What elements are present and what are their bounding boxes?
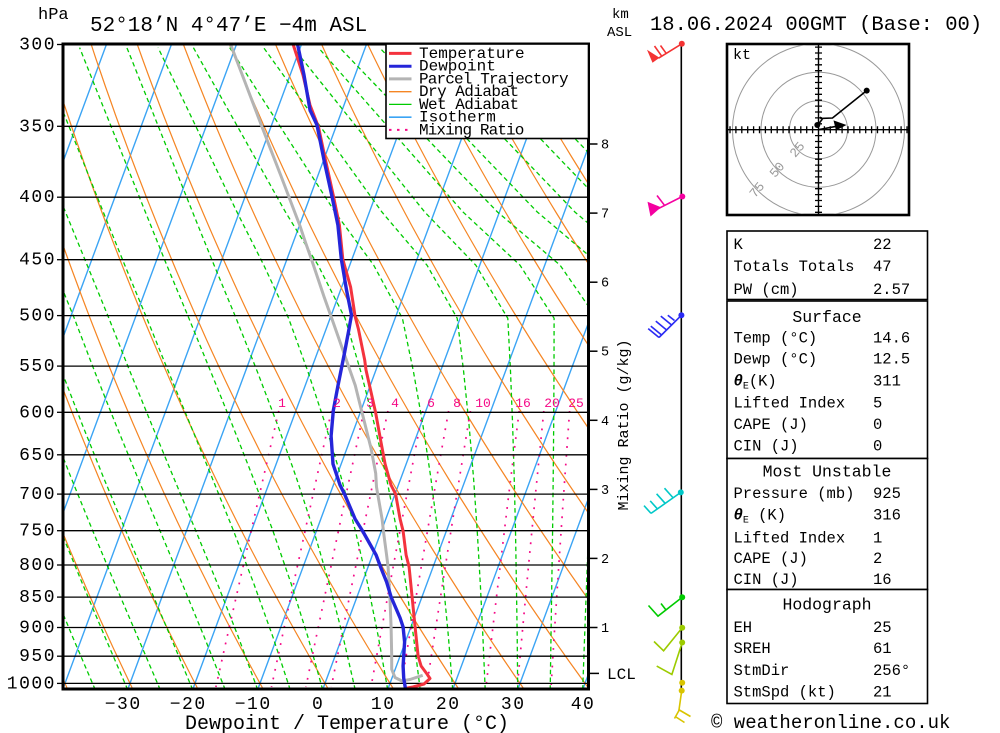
svg-text:5: 5	[873, 395, 882, 413]
svg-text:1: 1	[278, 396, 286, 411]
svg-text:700: 700	[19, 485, 56, 505]
svg-text:750: 750	[19, 522, 56, 542]
svg-text:Pressure (mb): Pressure (mb)	[734, 485, 855, 503]
svg-text:StmDir: StmDir	[734, 662, 790, 680]
svg-text:4: 4	[601, 415, 609, 430]
svg-text:20: 20	[544, 396, 560, 411]
svg-text:Lifted Index: Lifted Index	[734, 530, 846, 548]
svg-text:StmSpd (kt): StmSpd (kt)	[734, 684, 836, 702]
svg-text:Mixing Ratio (g/kg): Mixing Ratio (g/kg)	[616, 339, 633, 510]
svg-text:Dry Adiabat: Dry Adiabat	[419, 83, 519, 101]
svg-text:Totals Totals: Totals Totals	[734, 258, 855, 276]
svg-text:850: 850	[19, 588, 56, 608]
svg-text:4: 4	[391, 396, 399, 411]
svg-text:θE (K): θE (K)	[734, 507, 787, 527]
svg-text:30: 30	[501, 695, 526, 715]
svg-text:2: 2	[601, 553, 609, 568]
svg-text:7: 7	[601, 208, 609, 223]
svg-text:CAPE (J): CAPE (J)	[734, 416, 808, 434]
svg-text:PW (cm): PW (cm)	[734, 281, 799, 299]
svg-text:Dewp (°C): Dewp (°C)	[734, 351, 818, 369]
svg-text:350: 350	[19, 117, 56, 137]
svg-text:316: 316	[873, 507, 901, 525]
svg-text:2.57: 2.57	[873, 281, 910, 299]
svg-text:Dewpoint / Temperature (°C): Dewpoint / Temperature (°C)	[185, 713, 509, 733]
svg-text:kt: kt	[733, 47, 751, 64]
svg-text:CIN (J): CIN (J)	[734, 571, 799, 589]
svg-text:3: 3	[366, 396, 374, 411]
svg-text:1: 1	[873, 530, 882, 548]
svg-text:8: 8	[453, 396, 461, 411]
svg-text:Dewpoint: Dewpoint	[419, 58, 496, 76]
svg-text:2: 2	[873, 550, 882, 568]
svg-text:800: 800	[19, 556, 56, 576]
svg-text:950: 950	[19, 647, 56, 667]
svg-text:Wet Adiabat: Wet Adiabat	[419, 96, 519, 114]
svg-text:Temp (°C): Temp (°C)	[734, 330, 818, 348]
svg-text:CIN (J): CIN (J)	[734, 438, 799, 456]
svg-text:hPa: hPa	[38, 6, 69, 25]
svg-text:0: 0	[873, 416, 882, 434]
svg-text:0: 0	[873, 438, 882, 456]
svg-text:18.06.2024 00GMT (Base: 00): 18.06.2024 00GMT (Base: 00)	[650, 14, 982, 37]
svg-text:22: 22	[873, 236, 892, 254]
svg-text:12.5: 12.5	[873, 351, 910, 369]
svg-text:600: 600	[19, 403, 56, 423]
svg-text:925: 925	[873, 485, 901, 503]
svg-text:6: 6	[427, 396, 435, 411]
svg-text:−30: −30	[105, 695, 142, 715]
svg-text:EH: EH	[734, 619, 753, 637]
svg-text:8: 8	[601, 139, 609, 154]
svg-text:900: 900	[19, 619, 56, 639]
svg-text:40: 40	[571, 695, 596, 715]
svg-text:Isotherm: Isotherm	[419, 109, 496, 127]
svg-text:Lifted Index: Lifted Index	[734, 395, 846, 413]
svg-text:ASL: ASL	[607, 25, 632, 41]
svg-text:K: K	[734, 236, 744, 254]
svg-text:Mixing Ratio: Mixing Ratio	[419, 121, 524, 139]
svg-text:25: 25	[873, 619, 892, 637]
svg-text:CAPE (J): CAPE (J)	[734, 550, 808, 568]
svg-text:10: 10	[475, 396, 491, 411]
svg-text:Most Unstable: Most Unstable	[763, 463, 892, 482]
svg-text:© weatheronline.co.uk: © weatheronline.co.uk	[711, 712, 950, 733]
svg-text:km: km	[612, 7, 629, 23]
svg-text:25: 25	[568, 396, 584, 411]
svg-text:311: 311	[873, 373, 901, 391]
svg-text:1000: 1000	[7, 674, 56, 694]
svg-text:0: 0	[312, 695, 324, 715]
svg-text:Temperature: Temperature	[419, 45, 525, 63]
svg-text:52°18’N 4°47’E −4m ASL: 52°18’N 4°47’E −4m ASL	[90, 15, 367, 38]
svg-text:5: 5	[601, 346, 609, 361]
svg-text:20: 20	[436, 695, 461, 715]
svg-text:Parcel Trajectory: Parcel Trajectory	[419, 70, 569, 88]
svg-text:1: 1	[601, 622, 609, 637]
svg-text:61: 61	[873, 640, 892, 658]
svg-text:47: 47	[873, 258, 892, 276]
svg-text:300: 300	[19, 36, 56, 56]
svg-text:Surface: Surface	[792, 308, 861, 327]
svg-text:400: 400	[19, 188, 56, 208]
svg-text:16: 16	[515, 396, 531, 411]
svg-text:550: 550	[19, 357, 56, 377]
svg-text:LCL: LCL	[607, 666, 636, 684]
svg-text:3: 3	[601, 484, 609, 499]
svg-text:−10: −10	[235, 695, 272, 715]
svg-text:10: 10	[371, 695, 396, 715]
svg-text:14.6: 14.6	[873, 330, 910, 348]
svg-text:500: 500	[19, 307, 56, 327]
svg-text:2: 2	[333, 396, 341, 411]
svg-text:16: 16	[873, 571, 892, 589]
svg-text:−20: −20	[170, 695, 207, 715]
svg-text:Hodograph: Hodograph	[782, 596, 871, 615]
svg-text:θE(K): θE(K)	[734, 373, 777, 393]
svg-text:SREH: SREH	[734, 640, 771, 658]
svg-text:21: 21	[873, 684, 892, 702]
svg-text:256°: 256°	[873, 662, 910, 680]
svg-text:650: 650	[19, 446, 56, 466]
svg-text:6: 6	[601, 277, 609, 292]
svg-text:450: 450	[19, 251, 56, 271]
